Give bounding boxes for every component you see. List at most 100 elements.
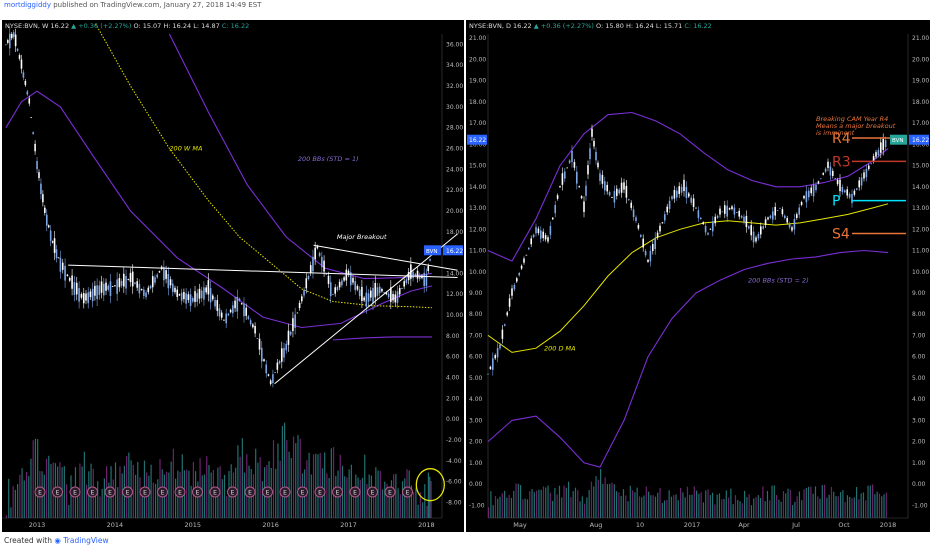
daily-chart-panel[interactable]: 21.00 21.00 20.00 20.00 19.00 19.00 18.00 18.00… bbox=[466, 20, 930, 532]
volume-bar bbox=[504, 490, 506, 518]
y-tick-label: 12.00 bbox=[912, 226, 929, 233]
earnings-marker-label: E bbox=[231, 490, 235, 497]
volume-bar bbox=[364, 454, 366, 518]
candle-body bbox=[352, 277, 354, 283]
volume-bar bbox=[344, 476, 346, 518]
candle-body bbox=[256, 338, 259, 339]
author-link[interactable]: mortdiggiddy bbox=[4, 1, 51, 9]
candle-body bbox=[714, 216, 716, 224]
candle-body bbox=[394, 294, 397, 303]
volume-bar bbox=[561, 497, 563, 518]
candle-body bbox=[429, 259, 431, 261]
volume-bar bbox=[883, 494, 885, 518]
volume-bar bbox=[725, 490, 727, 518]
volume-bar bbox=[8, 478, 10, 518]
x-tick-label: 2015 bbox=[185, 521, 202, 529]
volume-bar bbox=[94, 491, 97, 518]
candle-body bbox=[676, 190, 678, 198]
candle-body bbox=[203, 287, 205, 300]
weekly-chart-panel[interactable]: 36.00 34.00 32.00 30.00 28.00 26.00 24.00 22.00… bbox=[2, 20, 464, 532]
candle-body bbox=[96, 285, 98, 300]
earnings-marker-label: E bbox=[301, 490, 305, 497]
candle-body bbox=[549, 226, 552, 235]
volume-bar bbox=[789, 489, 791, 518]
volume-bar bbox=[787, 488, 789, 518]
earnings-marker-icon bbox=[349, 486, 361, 498]
candle-body bbox=[102, 283, 105, 296]
volume-bar bbox=[114, 462, 117, 518]
volume-highlight-circle bbox=[415, 468, 445, 502]
earnings-marker-icon bbox=[209, 486, 221, 498]
y-tick-label: 12.00 bbox=[446, 291, 463, 298]
volume-bar bbox=[239, 456, 241, 518]
candle-body bbox=[489, 366, 492, 369]
candle-body bbox=[654, 237, 656, 250]
volume-bar bbox=[284, 422, 286, 518]
y-tick-label-left: 10.00 bbox=[469, 269, 486, 276]
volume-bar bbox=[865, 500, 867, 518]
volume-bar bbox=[579, 501, 581, 518]
tradingview-link[interactable]: TradingView bbox=[63, 536, 109, 545]
candle-body bbox=[721, 211, 724, 213]
volume-bar bbox=[346, 477, 348, 518]
volume-bar bbox=[782, 491, 785, 518]
candle-body bbox=[274, 372, 276, 373]
footer: Created with ◉ TradingView bbox=[4, 536, 109, 545]
y-tick-label: 22.00 bbox=[446, 187, 463, 194]
candle-body bbox=[547, 237, 549, 242]
y-tick-label: 20.00 bbox=[912, 56, 929, 63]
volume-bar bbox=[246, 454, 248, 518]
volume-bar bbox=[413, 492, 415, 518]
volume-bar bbox=[241, 438, 243, 518]
volume-bar bbox=[611, 482, 613, 518]
volume-bar bbox=[602, 483, 604, 518]
volume-bar bbox=[108, 482, 110, 518]
volume-bar bbox=[83, 451, 85, 518]
candle-body bbox=[561, 173, 564, 185]
candle-body bbox=[80, 294, 83, 298]
volume-bar bbox=[332, 447, 335, 518]
candle-body bbox=[573, 162, 576, 168]
volume-bar bbox=[858, 499, 860, 518]
y-tick-label-left: 14.00 bbox=[469, 184, 486, 191]
volume-bar bbox=[755, 497, 757, 518]
volume-bar bbox=[330, 448, 332, 518]
symbol-label: NYSE:BVN, W bbox=[5, 22, 49, 30]
volume-bar bbox=[668, 490, 670, 518]
volume-bar bbox=[657, 492, 659, 518]
volume-bar bbox=[112, 479, 114, 518]
candle-body bbox=[726, 205, 728, 217]
volume-bar bbox=[643, 495, 645, 518]
candle-body bbox=[755, 237, 757, 242]
candle-body bbox=[628, 199, 630, 201]
candle-body bbox=[392, 293, 394, 301]
last-price-tag-left bbox=[467, 134, 487, 145]
volume-bar bbox=[780, 501, 782, 518]
candle-body bbox=[728, 208, 731, 210]
open-label: O: 15.07 bbox=[133, 22, 162, 30]
x-tick-label: 2013 bbox=[29, 521, 46, 529]
candle-body bbox=[776, 210, 779, 211]
candle-body bbox=[712, 221, 714, 232]
volume-bar bbox=[648, 491, 650, 518]
volume-bar bbox=[634, 492, 636, 518]
volume-bar bbox=[37, 439, 39, 518]
ma-annotation: 200 W MA bbox=[169, 145, 202, 153]
volume-bar bbox=[529, 491, 531, 518]
earnings-marker-icon bbox=[332, 486, 343, 498]
volume-bar bbox=[506, 497, 508, 518]
candle-body bbox=[91, 288, 94, 302]
candle-body bbox=[276, 362, 279, 370]
candle-body bbox=[692, 198, 695, 208]
candle-body bbox=[772, 211, 774, 220]
y-tick-label-left: 1.00 bbox=[469, 460, 483, 467]
last-price-tag-label: 16.22 bbox=[446, 248, 463, 255]
volume-bar bbox=[424, 484, 426, 518]
candle-body bbox=[423, 272, 425, 287]
candle-body bbox=[589, 148, 591, 160]
symbol-label: NYSE:BVN, D bbox=[469, 22, 511, 30]
volume-bar bbox=[558, 485, 561, 518]
volume-bar bbox=[379, 470, 381, 518]
candle-body bbox=[690, 197, 692, 203]
volume-bar bbox=[625, 495, 627, 518]
